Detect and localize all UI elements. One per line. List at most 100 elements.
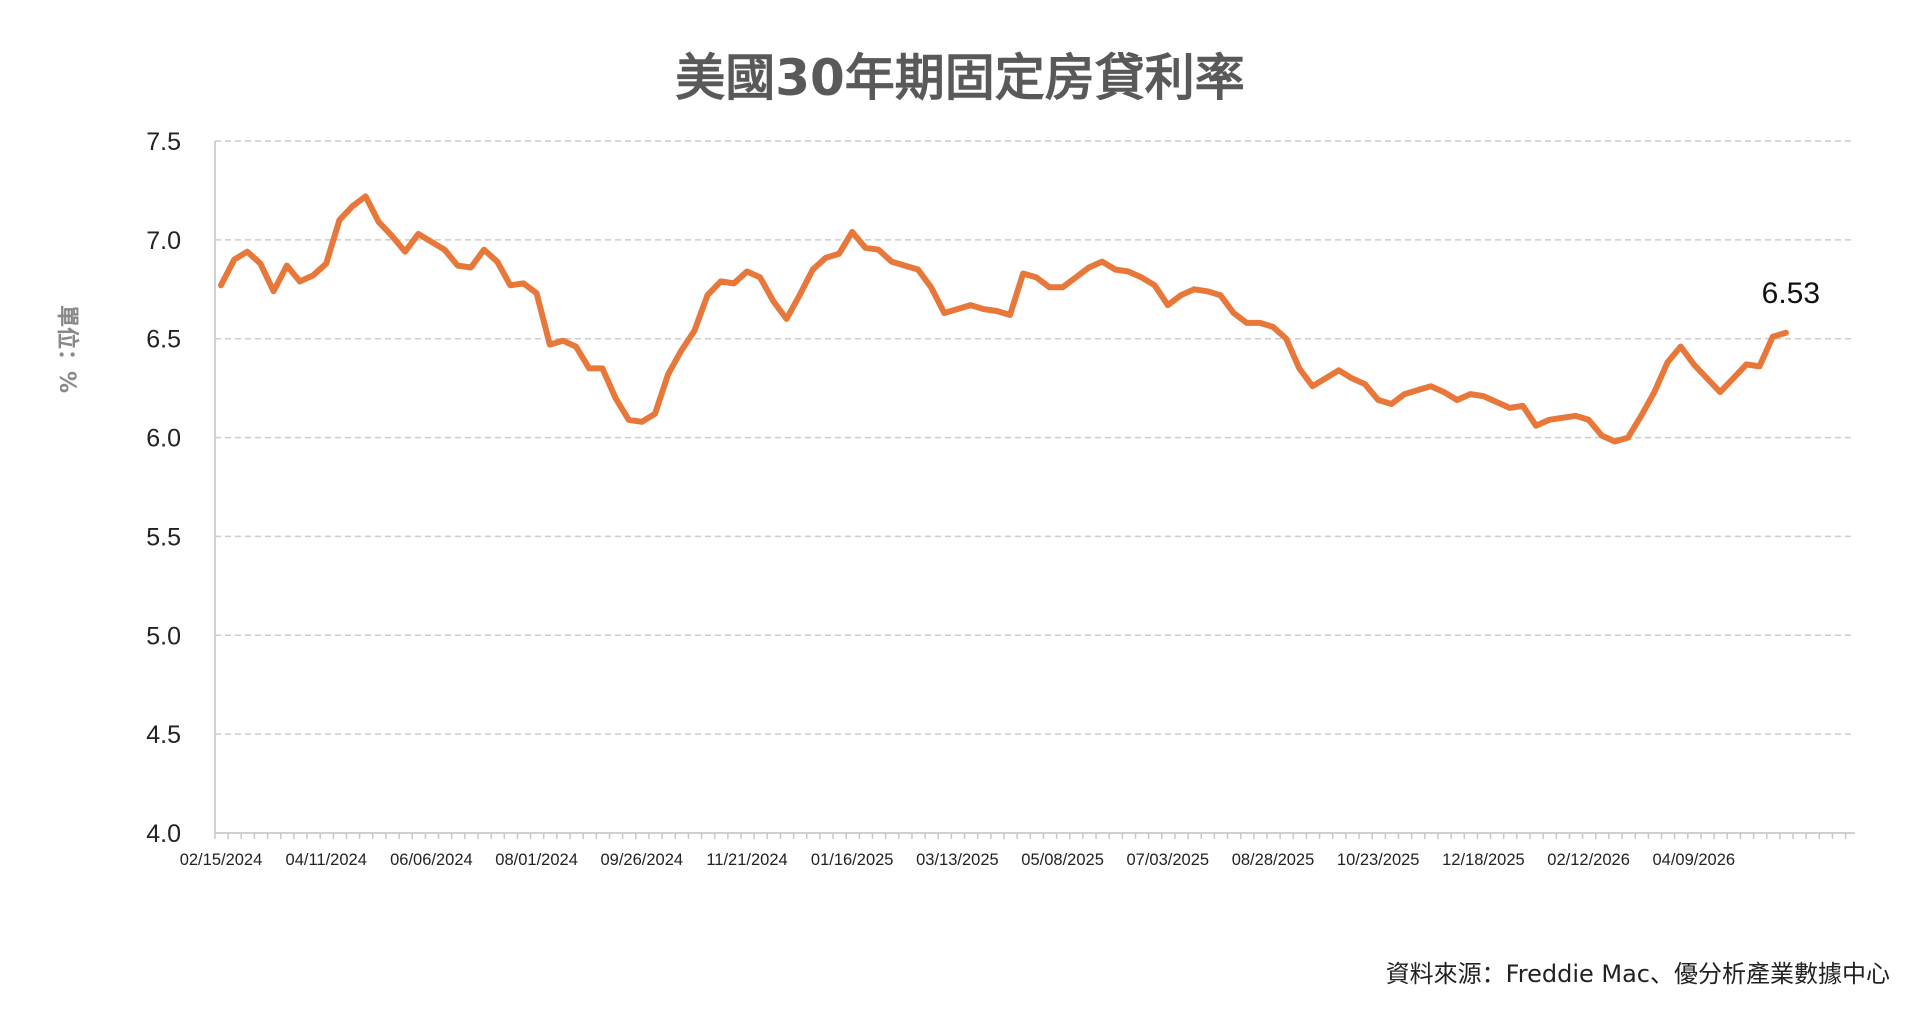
data-point [521,280,526,286]
data-point [428,239,434,245]
y-tick-label: 7.0 [146,227,181,255]
data-point [1257,320,1263,326]
data-point [1678,344,1684,350]
data-point [1546,417,1552,423]
data-point [1717,389,1723,395]
data-point [928,284,934,290]
x-tick-labels: 02/15/2024 04/11/2024 06/06/2024 08/01/2024… [180,851,1735,869]
x-tick-label: 06/06/2024 [390,851,473,869]
data-point [797,292,803,298]
data-point [1402,391,1407,397]
data-point [323,261,329,267]
data-point [1441,389,1447,395]
data-point [1625,435,1631,441]
data-point [1743,361,1749,367]
data-point [994,308,1000,314]
data-point [560,338,566,344]
data-point [1573,413,1578,419]
data-point [1204,288,1210,294]
data-point [784,316,789,322]
data-point [1730,375,1736,381]
data-point [836,251,842,257]
data-point [231,257,237,263]
data-point [1296,365,1302,371]
series-line [218,193,1789,445]
data-point [1270,324,1276,330]
data-point [389,233,395,239]
data-point [731,280,737,286]
data-point [1612,439,1618,444]
data-point [534,290,540,296]
data-point [1165,302,1171,308]
data-point [849,229,855,235]
data-point [376,219,382,225]
data-point [1638,413,1644,419]
data-point [915,267,921,272]
data-point [1033,274,1039,280]
data-point [652,411,658,417]
data-point [823,255,829,261]
data-point [1375,397,1381,403]
y-tick-labels: 4.0 4.5 5.0 5.5 6.0 6.5 7.0 7.5 [146,128,181,848]
data-point [1388,401,1394,407]
data-point [350,203,355,209]
data-point [1060,284,1066,290]
y-tick-label: 4.5 [146,721,181,749]
data-point [1178,292,1184,298]
data-point [1480,393,1486,399]
data-point [218,282,224,288]
data-point [1586,417,1592,423]
x-tick-label: 11/21/2024 [706,851,787,869]
data-point [1073,274,1079,280]
x-tick-label: 02/12/2026 [1547,851,1630,869]
data-point [1704,375,1710,381]
y-axis-label: 單位：% [54,305,80,393]
chart-title: 美國30年期固定房貸利率 [675,49,1245,107]
x-tick-label: 01/16/2025 [811,851,894,869]
data-point [481,247,487,253]
source-note: 資料來源：Freddie Mac、優分析產業數據中心 [1385,960,1890,988]
data-point [1283,336,1289,342]
data-point [1007,312,1013,318]
data-point [271,288,277,294]
y-tick-label: 6.5 [146,326,181,354]
data-point [415,231,421,237]
gridlines [215,140,1855,735]
data-point [678,348,684,354]
data-point [547,342,553,348]
data-point [1086,265,1092,270]
data-point [626,417,632,423]
data-point [1323,375,1329,381]
data-point [1770,334,1776,340]
data-point [310,272,316,278]
x-tick-label: 03/13/2025 [916,851,999,869]
data-point [613,395,618,401]
data-point [507,282,513,288]
y-tick-label: 6.0 [146,425,181,453]
data-point [1336,367,1342,373]
data-point [968,302,974,308]
data-point [902,263,908,269]
data-point [284,263,290,269]
data-point [1494,399,1499,405]
y-tick-label: 5.5 [146,523,181,551]
data-point [1783,330,1789,336]
data-point [981,306,987,312]
data-point [1757,363,1762,369]
data-point [889,259,895,265]
x-tick-label: 05/08/2025 [1021,851,1104,869]
data-point [1112,267,1118,272]
data-point [1507,405,1513,411]
y-tick-label: 4.0 [146,820,181,848]
x-tick-label: 10/23/2025 [1337,851,1420,869]
data-point [1454,397,1460,403]
data-point [1191,286,1197,292]
data-point [862,245,868,251]
data-point [1125,269,1131,274]
data-point [1139,274,1144,280]
data-point [1599,433,1605,439]
data-point [1020,271,1026,276]
x-tick-label: 09/26/2024 [601,851,684,869]
data-point [1244,320,1250,326]
data-point [257,261,263,267]
